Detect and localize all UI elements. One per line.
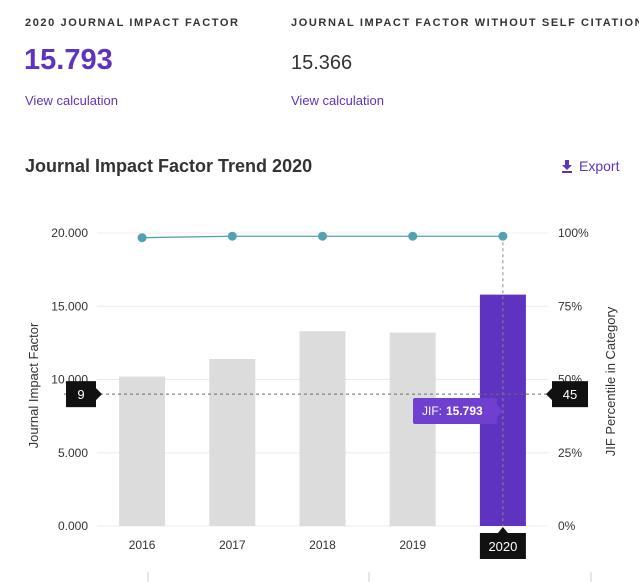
percentile-point-2017[interactable] [227, 231, 237, 241]
crosshair-right-pointer [546, 388, 552, 401]
jif-trend-chart: 0.0005.00010.00015.00020.0000%25%50%75%1… [26, 226, 618, 582]
jif-no-self-view-calculation-link[interactable]: View calculation [291, 93, 384, 108]
jif-view-calculation-link[interactable]: View calculation [25, 93, 118, 108]
percentile-point-2016[interactable] [137, 233, 147, 243]
crosshair-right-marker [552, 381, 588, 408]
y-tick-label: 15.000 [51, 299, 88, 313]
bar-2017[interactable] [209, 358, 256, 526]
x-tick-label: 2017 [219, 538, 246, 552]
x-tick-label: 2016 [129, 538, 156, 552]
jif-tooltip-label: JIF: [422, 404, 442, 418]
chart-title: Journal Impact Factor Trend 2020 [25, 156, 313, 176]
bar-2018[interactable] [299, 331, 346, 526]
jif-tooltip-value: 15.793 [446, 404, 483, 418]
bar-2016[interactable] [119, 376, 166, 526]
crosshair-left-pointer [96, 388, 102, 401]
jif-value: 15.793 [24, 44, 113, 76]
x-tick-label: 2018 [309, 538, 336, 552]
y-right-axis-title: JIF Percentile in Category [603, 306, 618, 456]
y-tick-label: 5.000 [58, 446, 88, 460]
crosshair-left-value: 9 [77, 387, 84, 402]
export-button[interactable]: Export [561, 158, 619, 174]
y-axis-title: Journal Impact Factor [26, 322, 41, 448]
y-right-tick-label: 75% [558, 299, 582, 313]
bar-2019[interactable] [389, 332, 436, 526]
x-tick-label: 2019 [399, 538, 426, 552]
percentile-point-2019[interactable] [408, 231, 418, 241]
x-tick-label: 2020 [488, 539, 517, 554]
download-icon [561, 159, 573, 173]
x-highlight-pointer [497, 527, 508, 533]
jif-tooltip-box [413, 398, 497, 424]
y-right-tick-label: 0% [558, 519, 576, 533]
jif-label: 2020 JOURNAL IMPACT FACTOR [25, 17, 240, 29]
jif-no-self-label: JOURNAL IMPACT FACTOR WITHOUT SELF CITAT… [291, 17, 639, 29]
y-tick-label: 0.000 [58, 519, 88, 533]
jif-tooltip-pointer [497, 405, 503, 417]
export-label: Export [579, 158, 620, 174]
x-highlight-box [479, 533, 526, 559]
percentile-point-2020[interactable] [498, 231, 508, 241]
jif-no-self-value: 15.366 [291, 52, 353, 74]
crosshair-right-value: 45 [563, 387, 577, 402]
crosshair-left-marker [66, 381, 96, 408]
percentile-point-2018[interactable] [318, 231, 327, 241]
y-right-tick-label: 25% [558, 446, 582, 460]
y-tick-label: 20.000 [51, 226, 88, 240]
y-right-tick-label: 100% [558, 226, 589, 240]
